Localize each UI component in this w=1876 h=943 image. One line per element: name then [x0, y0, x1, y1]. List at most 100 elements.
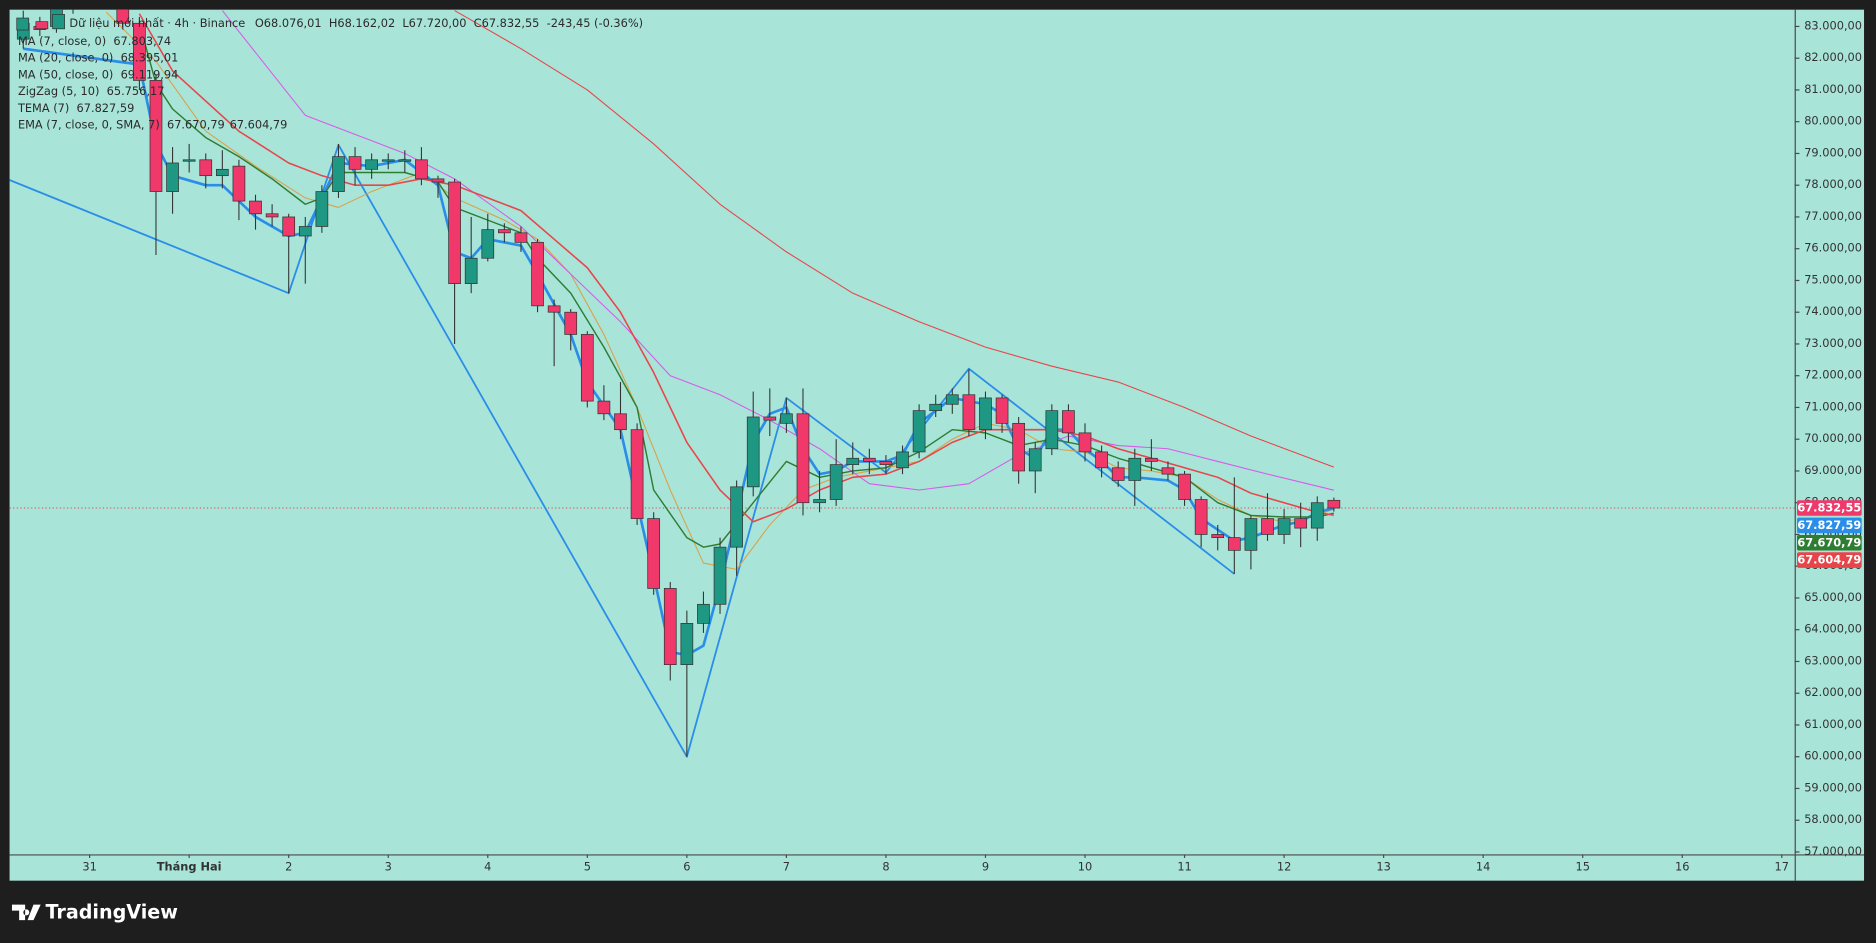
- candle-body: [796, 413, 810, 504]
- indicator-value: 67.803,74: [113, 34, 171, 48]
- x-tick-label: 14: [1476, 860, 1490, 874]
- candle-body: [630, 429, 644, 519]
- y-tick-label: 83.000,00: [1804, 18, 1862, 32]
- candle-body: [298, 226, 312, 237]
- y-tick-label: 69.000,00: [1804, 463, 1862, 477]
- candle-body: [1178, 473, 1191, 500]
- candle-body: [182, 159, 196, 162]
- x-tick-label: 2: [285, 860, 292, 874]
- price-tag-label: 67.832,55: [1797, 501, 1861, 515]
- y-tick-label: 74.000,00: [1804, 304, 1862, 318]
- candle-body: [995, 397, 1009, 424]
- y-tick-label: 77.000,00: [1804, 209, 1862, 223]
- x-tick-label: 9: [982, 860, 989, 874]
- candle-body: [1028, 448, 1042, 472]
- candle-body: [979, 397, 992, 431]
- indicator-value: 65.756,17: [107, 84, 165, 98]
- x-tick-label: 31: [82, 860, 96, 874]
- candle-body: [1111, 467, 1125, 481]
- brand-logo[interactable]: TradingView: [11, 900, 178, 923]
- x-tick-label: 7: [783, 860, 790, 874]
- x-tick-label: 13: [1376, 860, 1390, 874]
- candle-body: [945, 394, 959, 405]
- candle-body: [896, 451, 909, 469]
- candle-body: [166, 162, 179, 192]
- y-tick-label: 79.000,00: [1804, 145, 1862, 159]
- symbol-icon: [52, 14, 65, 30]
- x-tick-label: 8: [882, 860, 889, 874]
- plot-area: [9, 9, 1795, 758]
- y-tick-label: 82.000,00: [1804, 50, 1862, 64]
- y-tick-label: 72.000,00: [1804, 368, 1862, 382]
- candle-body: [846, 457, 860, 465]
- x-tick-label: 10: [1078, 860, 1092, 874]
- x-tick-label: 3: [385, 860, 392, 874]
- x-tick-label: 16: [1675, 860, 1689, 874]
- price-tag: [1797, 552, 1862, 568]
- x-tick-label: 4: [484, 860, 491, 874]
- candle-body: [133, 22, 146, 81]
- price-tags: 67.832,55 67.827,59 67.670,79 67.604,79: [1797, 500, 1862, 568]
- ohlc-value: C67.832,55: [474, 16, 540, 30]
- y-tick-label: 73.000,00: [1804, 336, 1862, 350]
- candle-body: [365, 159, 378, 170]
- candle-body: [415, 159, 428, 180]
- candle-body: [514, 232, 528, 243]
- x-tick-label: 17: [1775, 860, 1789, 874]
- indicator-name: EMA (7, close, 0, SMA, 7): [18, 118, 160, 132]
- candle-body: [1128, 457, 1142, 481]
- candle-body: [780, 413, 793, 424]
- candle-body: [282, 216, 296, 237]
- x-tick-label: 15: [1575, 860, 1589, 874]
- candle-body: [348, 156, 362, 170]
- price-tag: [1797, 517, 1862, 534]
- candle-body: [697, 603, 710, 624]
- candle-body: [1078, 432, 1092, 453]
- candle-body: [647, 518, 661, 589]
- candle-body: [912, 410, 926, 453]
- y-tick-label: 76.000,00: [1804, 241, 1862, 255]
- candle-body: [763, 416, 777, 421]
- indicator-value: 68.395,01: [121, 51, 179, 65]
- indicator-value: 67.827,59: [77, 101, 135, 115]
- axes: 57.000,00 58.000,00 59.000,00 60.000,00 61.0…: [82, 18, 1862, 873]
- candle-body: [1161, 467, 1175, 475]
- price-tag: [1797, 500, 1862, 516]
- candle-body: [481, 229, 495, 259]
- candle-body: [929, 403, 943, 411]
- candle-body: [265, 213, 279, 218]
- ohlc-value: H68.162,02: [329, 16, 395, 30]
- logo-icon[interactable]: [11, 904, 41, 921]
- brand-name[interactable]: TradingView: [45, 900, 178, 923]
- chart-background: [9, 9, 1865, 881]
- candle-body: [1310, 502, 1324, 529]
- candle-body: [1012, 422, 1025, 472]
- candle-body: [1327, 499, 1341, 509]
- price-tag-label: 67.827,59: [1797, 518, 1861, 532]
- candle-body: [1277, 518, 1291, 535]
- y-tick-label: 63.000,00: [1804, 653, 1862, 667]
- candle-body: [547, 305, 561, 313]
- candle-body: [464, 257, 478, 284]
- symbol-icon: [16, 17, 30, 31]
- candle-body: [1244, 518, 1258, 551]
- candle-body: [1227, 537, 1241, 551]
- indicator-value: 67.670,79: [167, 118, 225, 132]
- indicator-name: MA (20, close, 0): [18, 51, 113, 65]
- candle-body: [580, 334, 594, 402]
- candle-body: [680, 623, 694, 666]
- candle-body: [249, 200, 262, 215]
- y-tick-label: 57.000,00: [1804, 844, 1862, 858]
- ohlc-value: O68.076,01: [255, 16, 322, 30]
- indicator-line: [9, 143, 1235, 758]
- candle-body: [746, 416, 760, 488]
- candle-body: [448, 181, 461, 284]
- x-tick-label: 11: [1177, 860, 1191, 874]
- indicator-value: 67.604,79: [230, 118, 288, 132]
- candle-body: [381, 159, 395, 162]
- price-tag: [1797, 534, 1862, 551]
- candle-body: [431, 178, 445, 183]
- x-tick-label: 12: [1277, 860, 1291, 874]
- candle-body: [863, 457, 876, 462]
